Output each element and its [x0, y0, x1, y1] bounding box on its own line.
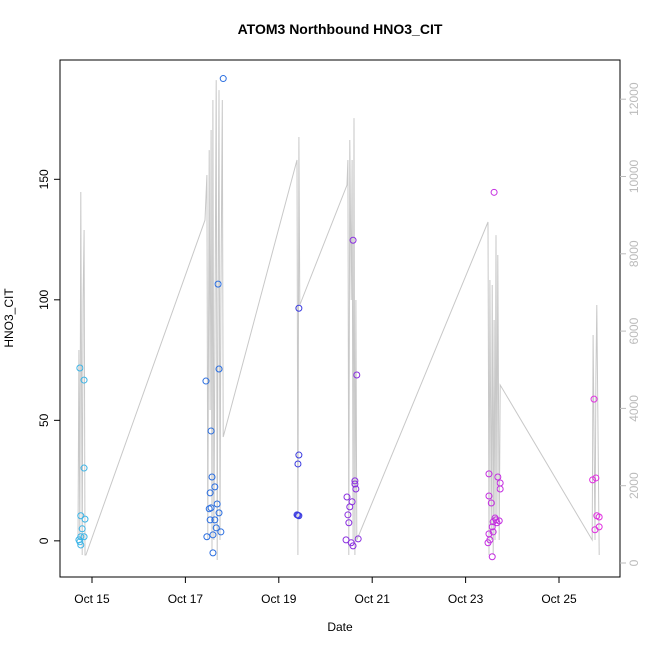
data-point — [202, 377, 210, 385]
y2-tick-label: 10000 — [627, 159, 641, 193]
data-point — [493, 519, 501, 527]
data-point — [342, 536, 350, 544]
data-point — [496, 485, 504, 493]
y2-tick-label: 2000 — [627, 472, 641, 499]
x-tick-label: Oct 15 — [74, 592, 110, 606]
data-point — [211, 516, 219, 524]
data-point — [208, 473, 216, 481]
data-point — [80, 376, 88, 384]
data-point — [352, 485, 360, 493]
data-point — [209, 549, 217, 557]
data-point — [78, 525, 86, 533]
data-point — [203, 533, 211, 541]
data-point — [209, 531, 217, 539]
data-point — [351, 477, 359, 485]
data-point — [215, 365, 223, 373]
data-point — [494, 473, 502, 481]
data-point — [81, 515, 89, 523]
data-point — [354, 535, 362, 543]
data-point — [489, 528, 497, 536]
plot-box — [59, 59, 621, 578]
altitude-line — [77, 80, 600, 561]
data-point — [75, 536, 83, 544]
data-point — [206, 489, 214, 497]
y-tick-label: 100 — [37, 289, 51, 309]
data-point — [490, 188, 498, 196]
x-tick-label: Oct 19 — [261, 592, 297, 606]
data-point — [212, 524, 220, 532]
data-point — [76, 364, 84, 372]
data-point — [214, 280, 222, 288]
y2-tick-label: 4000 — [627, 395, 641, 422]
y2-tick-label: 8000 — [627, 240, 641, 267]
data-point — [590, 395, 598, 403]
data-point — [353, 371, 361, 379]
data-point — [495, 517, 503, 525]
x-tick-label: Oct 23 — [448, 592, 484, 606]
data-point — [215, 509, 223, 517]
data-point — [345, 519, 353, 527]
data-point — [349, 236, 357, 244]
data-point — [294, 460, 302, 468]
data-point — [595, 513, 603, 521]
y-tick-label: 0 — [37, 537, 51, 544]
data-point — [487, 499, 495, 507]
data-point — [343, 493, 351, 501]
data-point — [485, 492, 493, 500]
y2-tick-label: 12000 — [627, 82, 641, 116]
y2-tick-label: 6000 — [627, 317, 641, 344]
data-point — [351, 480, 359, 488]
data-point — [595, 523, 603, 531]
data-point — [213, 500, 221, 508]
data-point — [217, 528, 225, 536]
data-point — [77, 512, 85, 520]
x-tick-label: Oct 17 — [168, 592, 204, 606]
data-point — [485, 470, 493, 478]
data-point — [207, 427, 215, 435]
data-point — [295, 304, 303, 312]
data-point — [80, 464, 88, 472]
x-tick-label: Oct 21 — [355, 592, 391, 606]
data-point — [211, 483, 219, 491]
data-point — [80, 533, 88, 541]
x-axis-label: Date — [327, 620, 353, 634]
data-point — [207, 504, 215, 512]
y-tick-label: 50 — [37, 413, 51, 427]
data-point — [294, 511, 302, 519]
data-point — [488, 523, 496, 531]
chart-title: ATOM3 Northbound HNO3_CIT — [238, 21, 443, 37]
data-point — [219, 75, 227, 83]
data-point — [295, 451, 303, 459]
data-point — [486, 536, 494, 544]
data-point — [344, 511, 352, 519]
y-axis-label: HNO3_CIT — [2, 288, 16, 348]
y-tick-label: 150 — [37, 169, 51, 189]
data-point — [589, 476, 597, 484]
data-point — [488, 553, 496, 561]
x-tick-label: Oct 25 — [541, 592, 577, 606]
y2-tick-label: 0 — [627, 559, 641, 566]
data-point — [206, 516, 214, 524]
data-point — [346, 503, 354, 511]
data-point — [349, 542, 357, 550]
